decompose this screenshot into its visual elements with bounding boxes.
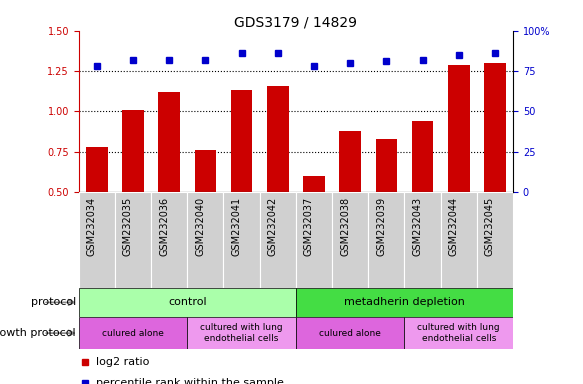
Text: GSM232038: GSM232038 — [340, 197, 350, 256]
Text: GSM232039: GSM232039 — [377, 197, 387, 256]
Bar — [405, 192, 441, 288]
Title: GDS3179 / 14829: GDS3179 / 14829 — [234, 16, 357, 30]
Bar — [223, 192, 259, 288]
Text: GSM232045: GSM232045 — [485, 197, 495, 256]
Text: cultured with lung
endothelial cells: cultured with lung endothelial cells — [201, 323, 283, 343]
Bar — [303, 176, 325, 273]
Bar — [86, 147, 108, 273]
Bar — [79, 317, 187, 349]
Bar — [375, 139, 397, 273]
Text: GSM232042: GSM232042 — [268, 197, 278, 256]
Bar — [267, 86, 289, 273]
Text: cultured with lung
endothelial cells: cultured with lung endothelial cells — [417, 323, 500, 343]
Text: culured alone: culured alone — [319, 329, 381, 338]
Text: GSM232035: GSM232035 — [123, 197, 133, 256]
Bar — [405, 317, 513, 349]
Bar — [115, 192, 151, 288]
Text: GSM232044: GSM232044 — [449, 197, 459, 256]
Bar — [332, 192, 368, 288]
Text: GSM232040: GSM232040 — [195, 197, 205, 256]
Bar — [339, 131, 361, 273]
Bar — [231, 90, 252, 273]
Bar — [296, 192, 332, 288]
Bar — [259, 192, 296, 288]
Bar — [79, 192, 115, 288]
Bar — [151, 192, 187, 288]
Text: protocol: protocol — [30, 297, 76, 308]
Bar — [195, 150, 216, 273]
Text: growth protocol: growth protocol — [0, 328, 76, 338]
Text: log2 ratio: log2 ratio — [96, 357, 149, 367]
Text: GSM232043: GSM232043 — [413, 197, 423, 256]
Bar — [484, 63, 506, 273]
Bar — [122, 110, 144, 273]
Bar — [441, 192, 477, 288]
Bar — [412, 121, 433, 273]
Bar — [159, 92, 180, 273]
Text: culured alone: culured alone — [102, 329, 164, 338]
Bar — [79, 288, 296, 317]
Text: GSM232041: GSM232041 — [231, 197, 241, 256]
Text: percentile rank within the sample: percentile rank within the sample — [96, 378, 284, 384]
Bar — [187, 317, 296, 349]
Text: GSM232034: GSM232034 — [87, 197, 97, 256]
Bar — [477, 192, 513, 288]
Bar — [448, 65, 469, 273]
Text: control: control — [168, 297, 206, 308]
Bar — [296, 288, 513, 317]
Bar — [187, 192, 223, 288]
Bar — [368, 192, 405, 288]
Text: GSM232037: GSM232037 — [304, 197, 314, 256]
Text: GSM232036: GSM232036 — [159, 197, 169, 256]
Text: metadherin depletion: metadherin depletion — [344, 297, 465, 308]
Bar — [296, 317, 405, 349]
